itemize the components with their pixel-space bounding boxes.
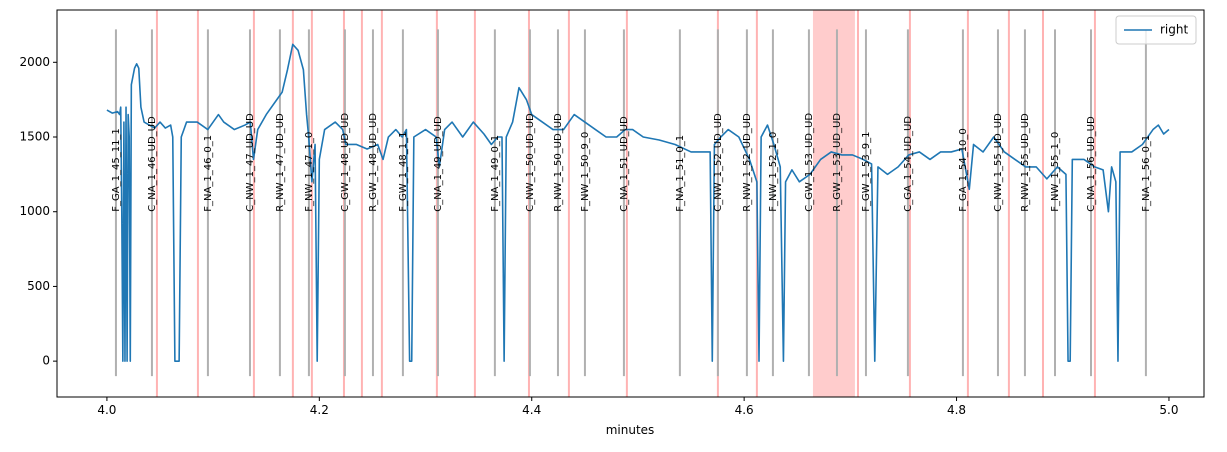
event-label: F_NW_1_52_1_0 bbox=[768, 132, 779, 212]
event-label: C_NW_1_52_UD_UD bbox=[713, 113, 724, 212]
event-label: F_NA_1_56_0_1 bbox=[1141, 135, 1152, 212]
event-label: C_NA_1_56_UD_UD bbox=[1086, 116, 1097, 212]
event-label: C_NA_1_51_UD_UD bbox=[619, 116, 630, 212]
y-tick-label: 1500 bbox=[19, 130, 50, 144]
x-tick-label: 4.4 bbox=[522, 403, 541, 417]
event-label: C_GW_1_48_UD_UD bbox=[340, 113, 351, 212]
event-label: C_NA_1_46_UD_UD bbox=[147, 116, 158, 212]
red-span bbox=[812, 10, 855, 397]
event-label: C_GA_1_54_UD_UD bbox=[903, 116, 914, 212]
event-label: R_GW_1_53_UD_UD bbox=[832, 113, 843, 212]
event-label: F_NW_1_47_1_0 bbox=[304, 132, 315, 212]
y-tick-label: 500 bbox=[27, 279, 50, 293]
y-tick-label: 2000 bbox=[19, 55, 50, 69]
event-label: C_GW_1_53_UD_UD bbox=[804, 113, 815, 212]
event-label: F_GW_1_53_9_1 bbox=[861, 132, 872, 212]
event-label: F_GA_1_45_11_1 bbox=[111, 128, 122, 212]
plot bbox=[106, 10, 1170, 397]
y-tick-label: 0 bbox=[42, 354, 50, 368]
legend-label: right bbox=[1160, 23, 1188, 37]
plot-frame bbox=[56, 9, 1205, 398]
event-label: R_NW_1_47_UD_UD bbox=[275, 113, 286, 212]
y-tick-label: 1000 bbox=[19, 204, 50, 218]
event-label: R_GW_1_48_UD_UD bbox=[368, 113, 379, 212]
event-label: C_NW_1_50_UD_UD bbox=[525, 113, 536, 212]
x-tick-label: 4.0 bbox=[97, 403, 116, 417]
event-label: F_NA_1_51_0_1 bbox=[675, 135, 686, 212]
line-series bbox=[106, 43, 1170, 362]
event-label: F_GW_1_48_1_1 bbox=[398, 132, 409, 212]
event-label: C_NA_1_49_UD_UD bbox=[433, 116, 444, 212]
event-label: C_NW_1_55_UD_UD bbox=[993, 113, 1004, 212]
event-label: R_NW_1_52_UD_UD bbox=[742, 113, 753, 212]
event-label: F_NA_1_49_0_1 bbox=[490, 135, 501, 212]
event-label: F_NW_1_55_1_0 bbox=[1050, 132, 1061, 212]
event-label: R_NW_1_50_UD_UD bbox=[553, 113, 564, 212]
legend-box bbox=[1115, 15, 1197, 45]
x-tick-label: 4.2 bbox=[310, 403, 329, 417]
x-axis-label: minutes bbox=[606, 423, 655, 437]
event-label: R_NW_1_55_UD_UD bbox=[1020, 113, 1031, 212]
x-tick-label: 4.8 bbox=[947, 403, 966, 417]
event-label: F_NA_1_46_0_1 bbox=[203, 135, 214, 212]
x-tick-label: 4.6 bbox=[735, 403, 754, 417]
x-tick-label: 5.0 bbox=[1159, 403, 1178, 417]
event-label: F_GA_1_54_10_0 bbox=[958, 128, 969, 212]
event-label: C_NW_1_47_UD_UD bbox=[245, 113, 256, 212]
event-label: F_NW_1_50_9_0 bbox=[580, 132, 591, 212]
